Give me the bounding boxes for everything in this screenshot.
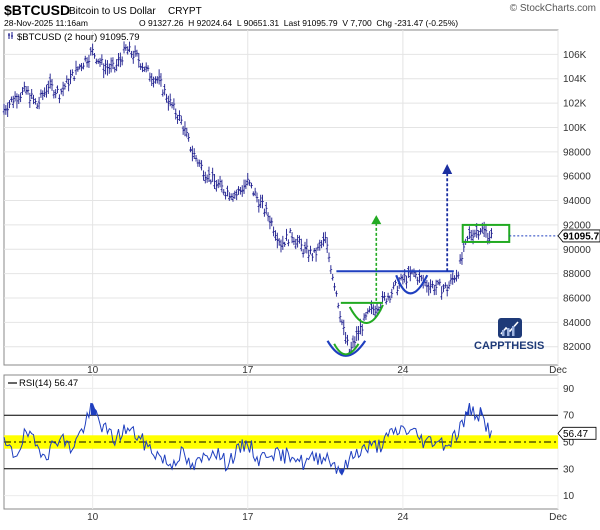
rsi-line xyxy=(3,402,492,476)
logo-text: CAPPTHESIS xyxy=(474,340,544,352)
capp-logo: CAPPTHESIS xyxy=(474,318,544,352)
price-y-tick: 96000 xyxy=(563,172,591,183)
price-legend: $BTCUSD (2 hour) 91095.79 xyxy=(8,32,140,43)
price-y-axis: 82000 84000 86000 88000 90000 92000 94000 96000… xyxy=(563,50,591,353)
ohlc-line: O 91327.26 H 92024.64 L 90651.31 Last 91… xyxy=(139,18,458,28)
rsi-x-tick: 17 xyxy=(242,512,254,523)
price-x-axis: 10 17 24 Dec xyxy=(87,365,567,376)
price-y-tick: 82000 xyxy=(563,342,591,353)
rsi-overbought-fill xyxy=(90,403,97,416)
price-x-tick: 10 xyxy=(87,365,99,376)
watermark: © StockCharts.com xyxy=(510,3,596,14)
price-y-tick: 104K xyxy=(563,74,587,85)
rsi-y-tick: 90 xyxy=(563,384,575,395)
cup-green-bottom xyxy=(333,343,360,356)
price-y-tick: 86000 xyxy=(563,294,591,305)
last-price-label: 91095.7 xyxy=(563,231,600,242)
rsi-y-tick: 30 xyxy=(563,464,575,475)
price-x-tick: Dec xyxy=(549,365,567,376)
last-price-tag: 91095.7 xyxy=(557,229,600,242)
rsi-y-tick: 70 xyxy=(563,411,575,422)
price-bars xyxy=(2,41,493,355)
price-y-tick: 100K xyxy=(563,123,587,134)
rsi-x-axis: 10 17 24 Dec xyxy=(87,512,567,523)
symbol-name: Bitcoin to US Dollar xyxy=(69,6,156,17)
price-y-tick: 102K xyxy=(563,99,587,110)
rsi-legend: RSI(14) 56.47 xyxy=(8,378,78,389)
green-arrow-head xyxy=(371,215,382,225)
cup-blue-middle xyxy=(395,274,429,295)
rsi-y-tick: 10 xyxy=(563,491,575,502)
price-y-tick: 92000 xyxy=(563,220,591,231)
date-label: 28-Nov-2025 11:16am xyxy=(4,18,88,28)
rsi-x-tick: 10 xyxy=(87,512,99,523)
cup-green-right xyxy=(348,304,384,324)
exchange-label: CRYPT xyxy=(168,6,202,17)
price-legend-text: $BTCUSD (2 hour) 91095.79 xyxy=(17,32,140,43)
price-y-tick: 98000 xyxy=(563,147,591,158)
rsi-y-axis: 10 30 50 70 90 xyxy=(563,384,575,502)
blue-arrow-head xyxy=(442,164,453,174)
price-y-tick: 84000 xyxy=(563,318,591,329)
symbol-title: $BTCUSD xyxy=(4,2,70,18)
price-x-tick: 24 xyxy=(397,365,409,376)
rsi-x-tick: 24 xyxy=(397,512,409,523)
consolidation-box xyxy=(461,223,511,243)
rsi-series-line xyxy=(3,402,492,476)
price-y-tick: 94000 xyxy=(563,196,591,207)
rsi-x-tick: Dec xyxy=(549,512,567,523)
price-annotations xyxy=(326,164,558,357)
price-y-tick: 106K xyxy=(563,50,587,61)
price-y-tick: 90000 xyxy=(563,245,591,256)
price-x-tick: 17 xyxy=(242,365,254,376)
rsi-value-label: 56.47 xyxy=(563,429,588,440)
rsi-legend-text: RSI(14) 56.47 xyxy=(19,378,78,389)
cup-blue-bottom xyxy=(326,340,367,357)
rsi-value-tag: 56.47 xyxy=(557,426,597,440)
price-y-tick: 88000 xyxy=(563,269,591,280)
price-panel xyxy=(3,29,559,366)
rsi-y-tick: 50 xyxy=(563,438,575,449)
rsi-overbought-fill xyxy=(465,403,470,416)
